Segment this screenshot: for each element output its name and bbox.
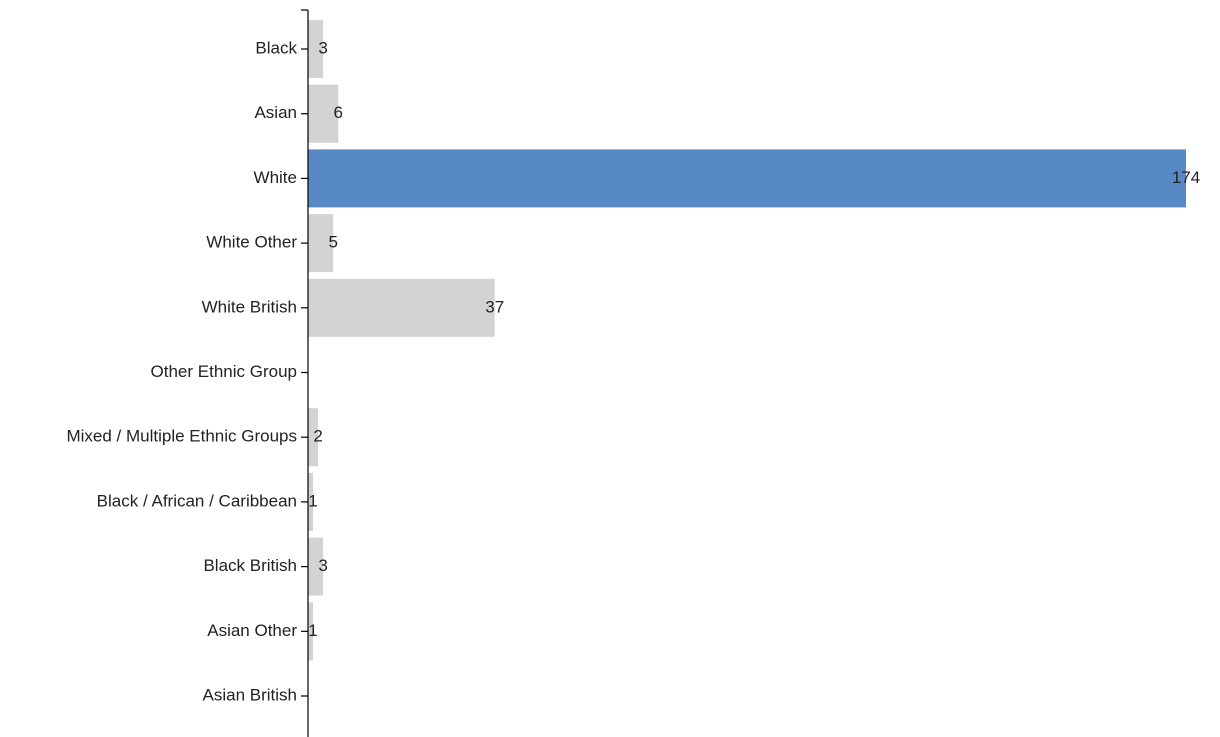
bar-asian [308,84,339,143]
value-label-black-british: 3 [318,556,327,575]
y-tick-label-white-other: White Other [206,233,297,252]
value-label-asian-other: 1 [308,621,317,640]
value-label-white: 174 [1172,168,1200,187]
value-label-black: 3 [318,38,327,57]
value-labels-group: 3 6 174 5 37 2 1 3 1 [308,38,1200,639]
y-tick-label-black-british: Black British [203,556,297,575]
bar-black-british [308,537,324,596]
y-tick-label-white: White [254,168,297,187]
y-tick-label-mixed-multiple-ethnic-groups: Mixed / Multiple Ethnic Groups [66,427,297,446]
y-axis [301,9,309,737]
value-label-white-other: 5 [328,233,337,252]
bars-group [308,20,1186,661]
y-tick-label-asian-other: Asian Other [207,621,297,640]
value-label-mixed-multiple-ethnic-groups: 2 [313,427,322,446]
bar-black [308,20,324,78]
y-tick-label-asian: Asian [254,103,297,122]
value-label-black-african-caribbean: 1 [308,491,317,510]
y-tick-label-black-african-caribbean: Black / African / Caribbean [97,491,297,510]
bar-white-other [308,214,334,273]
y-tick-label-other-ethnic-group: Other Ethnic Group [151,362,297,381]
tick-labels-group: Black Asian White White Other White British O… [66,38,297,704]
y-tick-label-asian-british: Asian British [203,685,297,704]
value-label-asian: 6 [334,103,343,122]
bar-black-african-caribbean [308,472,314,531]
bar-asian-other [308,602,314,661]
bar-mixed-multiple-ethnic-groups [308,408,319,467]
value-label-white-british: 37 [485,297,504,316]
y-tick-label-white-british: White British [202,297,297,316]
bar-white [308,149,1186,208]
bar-white-british [308,278,495,337]
y-tick-label-black: Black [255,38,297,57]
